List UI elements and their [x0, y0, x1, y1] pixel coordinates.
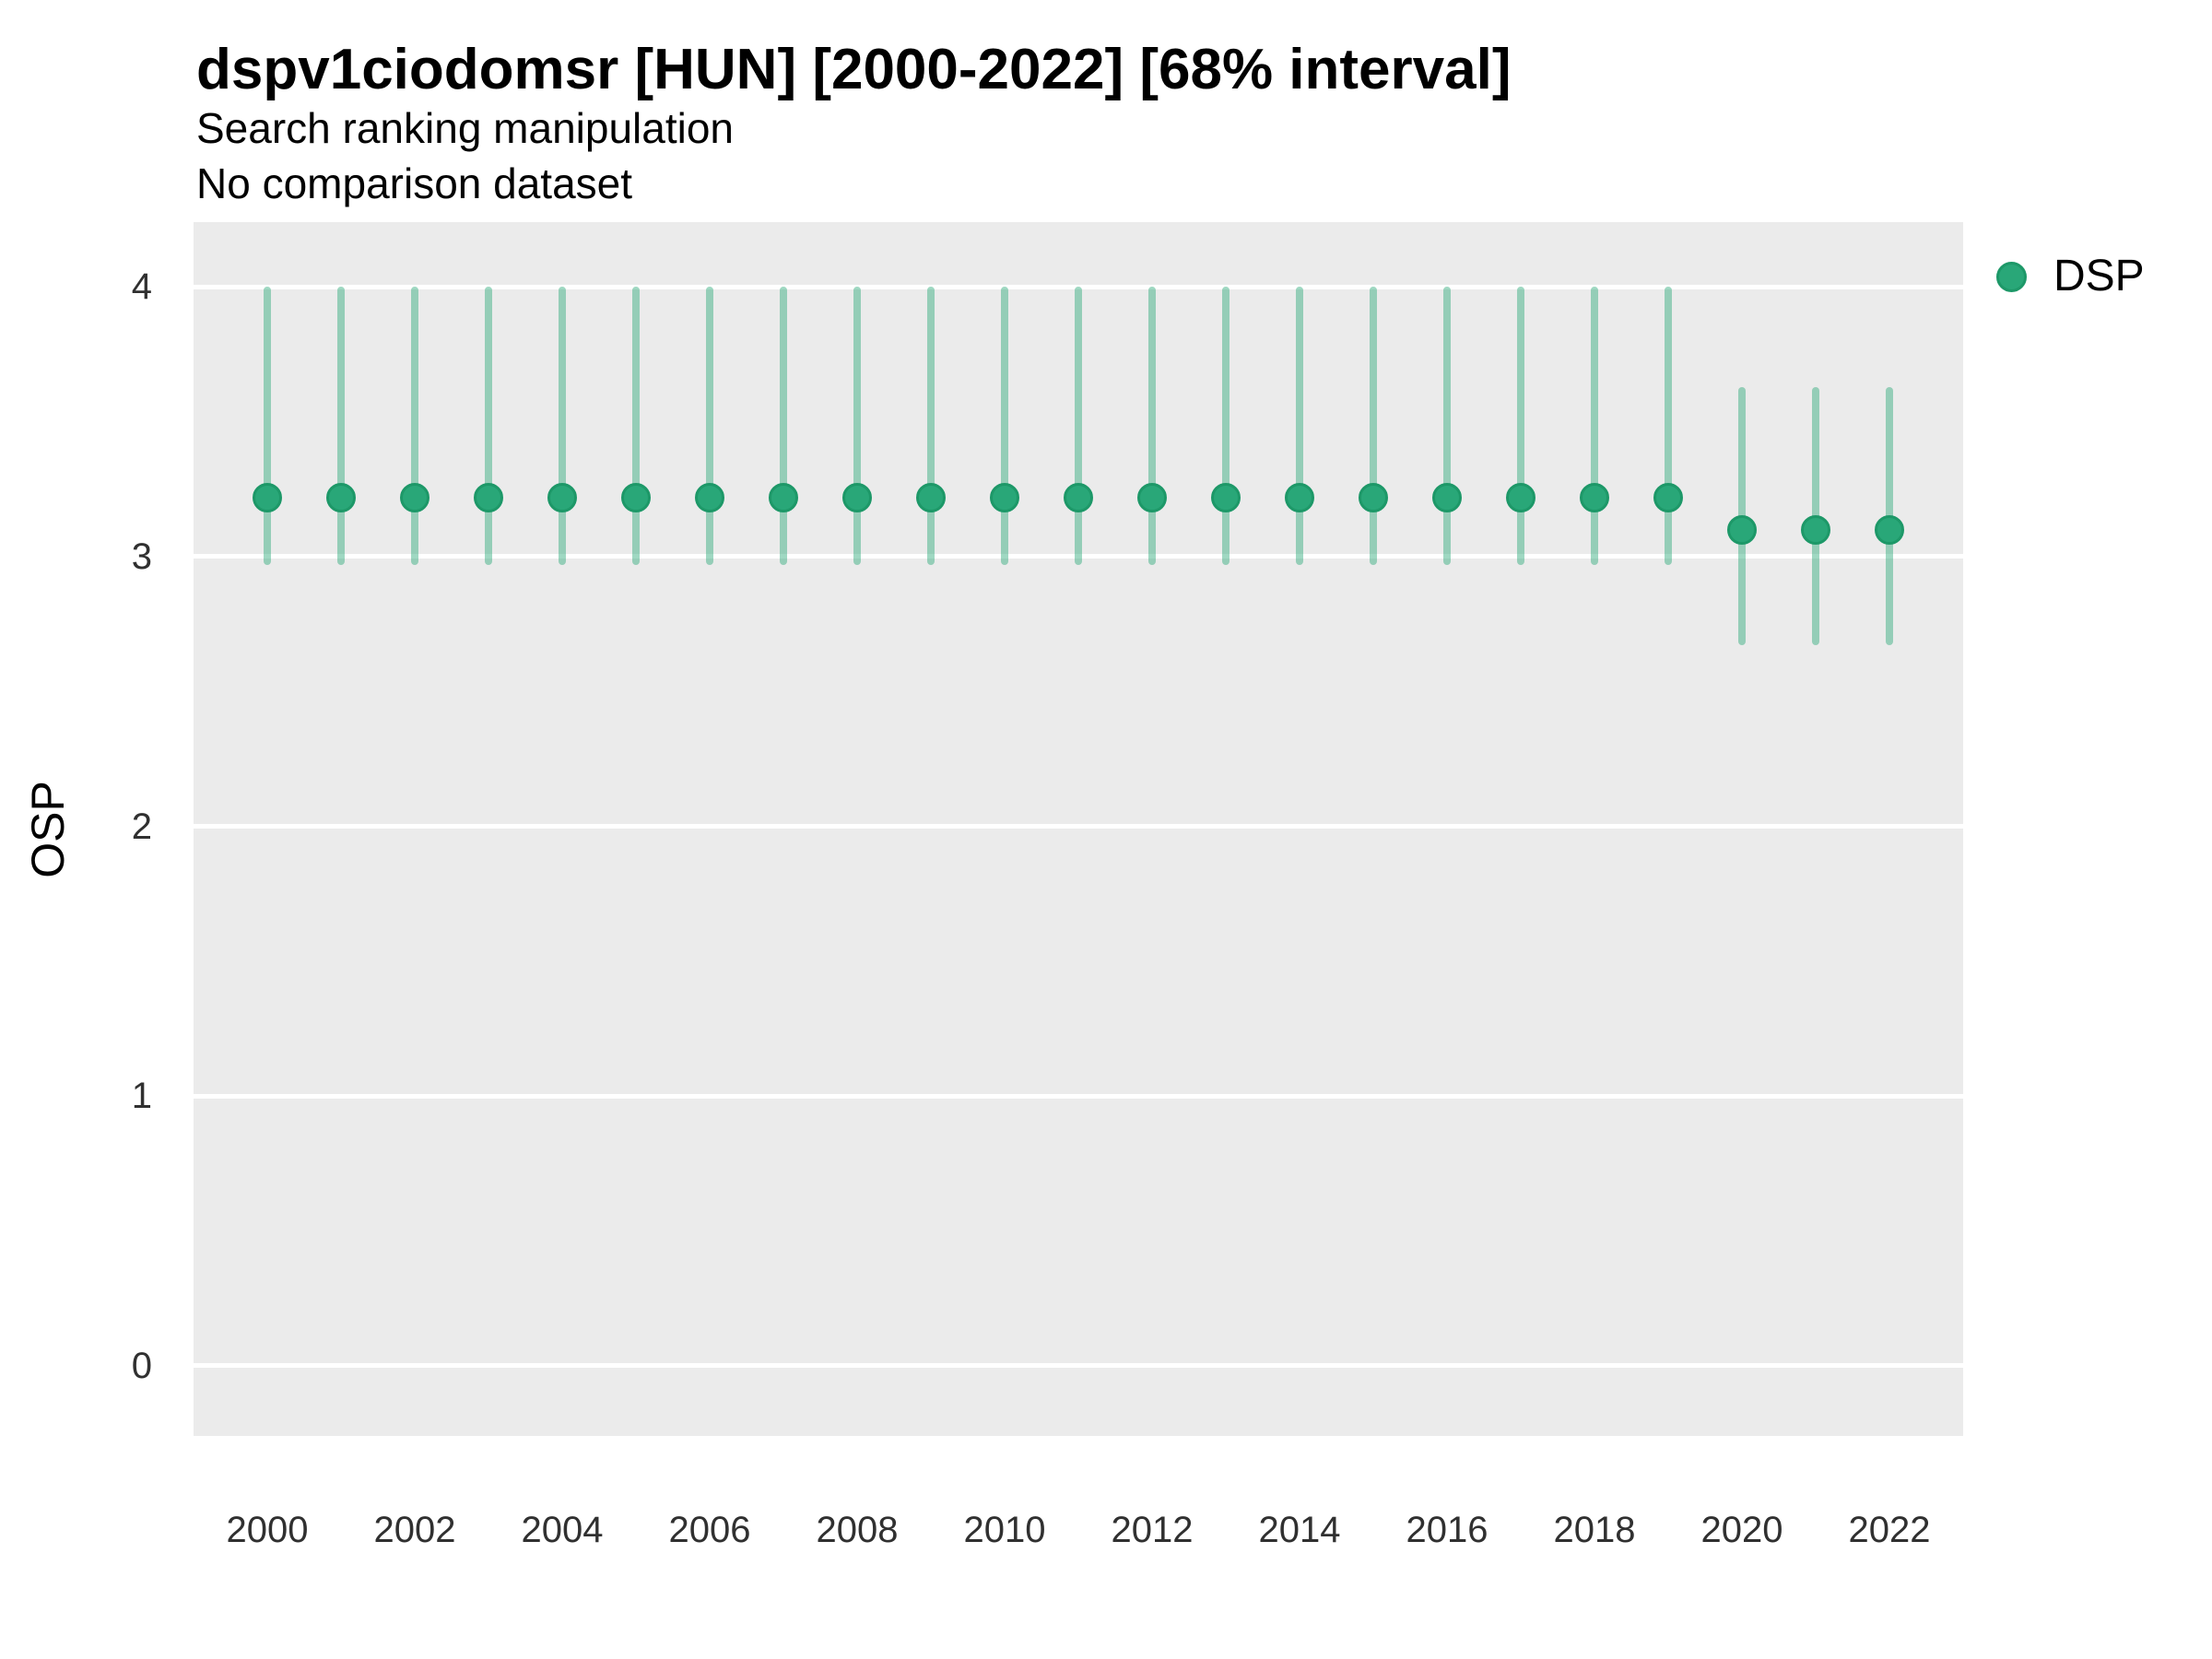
plot-panel — [194, 222, 1963, 1436]
data-point-2015 — [1359, 482, 1388, 512]
x-tick-label-2016: 2016 — [1406, 1510, 1488, 1550]
x-tick-label-2006: 2006 — [668, 1510, 751, 1550]
gridline-y-0 — [194, 1363, 1963, 1369]
x-tick-label-2018: 2018 — [1553, 1510, 1636, 1550]
interval-bar-2019 — [1665, 287, 1672, 565]
x-tick-label-2020: 2020 — [1700, 1510, 1783, 1550]
interval-bar-2006 — [706, 287, 713, 565]
interval-bar-2017 — [1517, 287, 1524, 565]
interval-bar-2003 — [485, 287, 492, 565]
interval-bar-2018 — [1591, 287, 1598, 565]
interval-bar-2015 — [1370, 287, 1377, 565]
interval-bar-2008 — [853, 287, 861, 565]
gridline-y-2 — [194, 824, 1963, 830]
data-point-2022 — [1875, 514, 1904, 545]
x-tick-label-2022: 2022 — [1848, 1510, 1931, 1550]
x-tick-label-2014: 2014 — [1258, 1510, 1341, 1550]
interval-bar-2002 — [411, 287, 418, 565]
interval-bar-2012 — [1148, 287, 1156, 565]
interval-bar-2014 — [1296, 287, 1303, 565]
gridline-y-1 — [194, 1093, 1963, 1099]
data-point-2001 — [326, 482, 356, 512]
data-point-2013 — [1211, 482, 1241, 512]
data-point-2016 — [1432, 482, 1462, 512]
data-point-2006 — [695, 482, 724, 512]
data-point-2003 — [474, 482, 503, 512]
interval-bar-2009 — [927, 287, 935, 565]
legend-point-icon — [1996, 262, 2027, 292]
interval-bar-2010 — [1001, 287, 1008, 565]
y-tick-label-3: 3 — [131, 535, 152, 577]
interval-bar-2005 — [632, 287, 640, 565]
data-point-2000 — [253, 482, 282, 512]
interval-bar-2013 — [1222, 287, 1230, 565]
interval-bar-2011 — [1075, 287, 1082, 565]
chart-subtitle: Search ranking manipulation — [196, 104, 735, 152]
x-tick-label-2000: 2000 — [226, 1510, 309, 1550]
interval-bar-2016 — [1443, 287, 1451, 565]
data-point-2011 — [1064, 482, 1093, 512]
x-tick-label-2008: 2008 — [816, 1510, 899, 1550]
data-point-2014 — [1285, 482, 1314, 512]
chart-note: No comparison dataset — [196, 159, 633, 207]
interval-bar-2004 — [559, 287, 566, 565]
interval-bar-2007 — [780, 287, 787, 565]
data-point-2020 — [1727, 514, 1757, 545]
gridline-y-3 — [194, 554, 1963, 559]
y-tick-label-0: 0 — [131, 1345, 152, 1386]
data-point-2008 — [842, 482, 872, 512]
x-tick-label-2004: 2004 — [521, 1510, 604, 1550]
data-point-2019 — [1653, 482, 1683, 512]
chart-title: dspv1ciodomsr [HUN] [2000-2022] [68% int… — [196, 38, 1512, 101]
data-point-2017 — [1506, 482, 1535, 512]
x-tick-label-2002: 2002 — [373, 1510, 456, 1550]
x-tick-label-2010: 2010 — [963, 1510, 1046, 1550]
data-point-2004 — [547, 482, 577, 512]
x-tick-label-2012: 2012 — [1111, 1510, 1194, 1550]
gridline-y-4 — [194, 284, 1963, 289]
y-tick-label-1: 1 — [131, 1076, 152, 1117]
data-point-2005 — [621, 482, 651, 512]
interval-bar-2000 — [264, 287, 271, 565]
data-point-2012 — [1137, 482, 1167, 512]
data-point-2007 — [769, 482, 798, 512]
legend-label-dsp: DSP — [2053, 252, 2145, 300]
data-point-2002 — [400, 482, 429, 512]
data-point-2018 — [1580, 482, 1609, 512]
data-point-2009 — [916, 482, 946, 512]
y-tick-label-4: 4 — [131, 266, 152, 308]
data-point-2010 — [990, 482, 1019, 512]
y-tick-label-2: 2 — [131, 806, 152, 847]
interval-bar-2001 — [337, 287, 345, 565]
data-point-2021 — [1801, 514, 1830, 545]
